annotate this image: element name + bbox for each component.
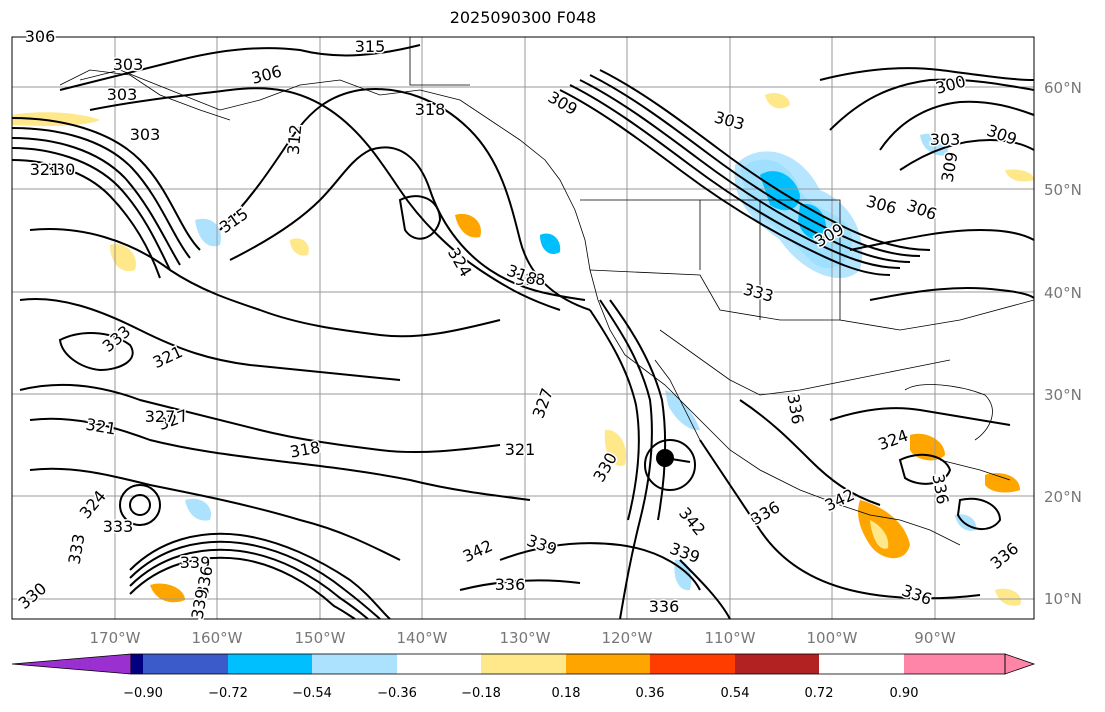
colorbar-segment [228,654,312,674]
contour-label: 339 [180,553,211,572]
colorbar-segment [735,654,819,674]
colorbar-segment [131,654,143,674]
lat-label: 10°N [1044,590,1082,608]
contour-label: 336 [649,597,680,616]
storm-center-marker [656,449,691,467]
colorbar-tick: −0.36 [377,686,417,701]
contour-label: 312 [284,123,306,155]
contour-label: 303 [930,130,961,149]
colorbar-tick: 0.90 [890,686,919,701]
map-frame [11,36,1035,620]
colorbar-tick: 0.18 [552,686,581,701]
lat-label: 60°N [1044,79,1082,97]
lon-label: 150°W [295,629,346,647]
colorbar-tick: 0.36 [636,686,665,701]
contour-label: 336 [783,392,807,425]
colorbar-segment [312,654,397,674]
colorbar-segment [566,654,650,674]
lon-label: 90°W [914,629,956,647]
lon-label: 120°W [602,629,653,647]
lon-label: 160°W [192,629,243,647]
contour-label: 303 [130,125,161,144]
contour-label: 327 [145,407,176,426]
contour-label: 318 [415,100,446,119]
lat-label: 30°N [1044,386,1082,404]
colorbar-segment [481,654,566,674]
colorbar-tick: −0.54 [292,686,332,701]
colorbar-segment [650,654,735,674]
colorbar-tick: −0.18 [461,686,501,701]
colorbar [11,653,1036,675]
contour-label: 336 [495,575,526,594]
contour-label: 306 [25,27,56,46]
contour-label: 333 [103,517,134,536]
lon-label: 140°W [397,629,448,647]
lon-label: 110°W [705,629,756,647]
latitude-labels: 60°N 50°N 40°N 30°N 20°N 10°N [1044,79,1082,608]
colorbar-tick: −0.90 [123,686,163,701]
colorbar-extend-high [1004,653,1036,675]
contour-label: 303 [113,55,144,74]
lon-label: 170°W [90,629,141,647]
colorbar-segment [397,654,481,674]
colorbar-tick: 0.72 [805,686,834,701]
lat-label: 40°N [1044,284,1082,302]
colorbar-segment [143,654,228,674]
map-title: 2025090300 F048 [449,8,597,27]
colorbar-tick: −0.72 [208,686,248,701]
contour-label: 315 [355,37,386,56]
colorbar-segment [904,654,1005,674]
contour-lines [12,44,1034,619]
longitude-labels: 170°W 160°W 150°W 140°W 130°W 120°W 110°… [90,629,956,647]
contour-label: 321 [30,160,61,179]
colorbar-tick: 0.54 [721,686,750,701]
lat-label: 20°N [1044,488,1082,506]
contour-label: 303 [107,85,138,104]
contour-label: 330 [45,160,76,179]
colorbar-extend-low [11,653,132,675]
colorbar-outline [130,653,1006,675]
contour-label: 318 [515,270,546,289]
lat-label: 50°N [1044,181,1082,199]
lon-label: 100°W [807,629,858,647]
contour-label: 321 [505,440,536,459]
graticule [12,37,1034,619]
colorbar-tick-labels: −0.90 −0.72 −0.54 −0.36 −0.18 0.18 0.36 … [123,686,918,701]
lon-label: 130°W [500,629,551,647]
